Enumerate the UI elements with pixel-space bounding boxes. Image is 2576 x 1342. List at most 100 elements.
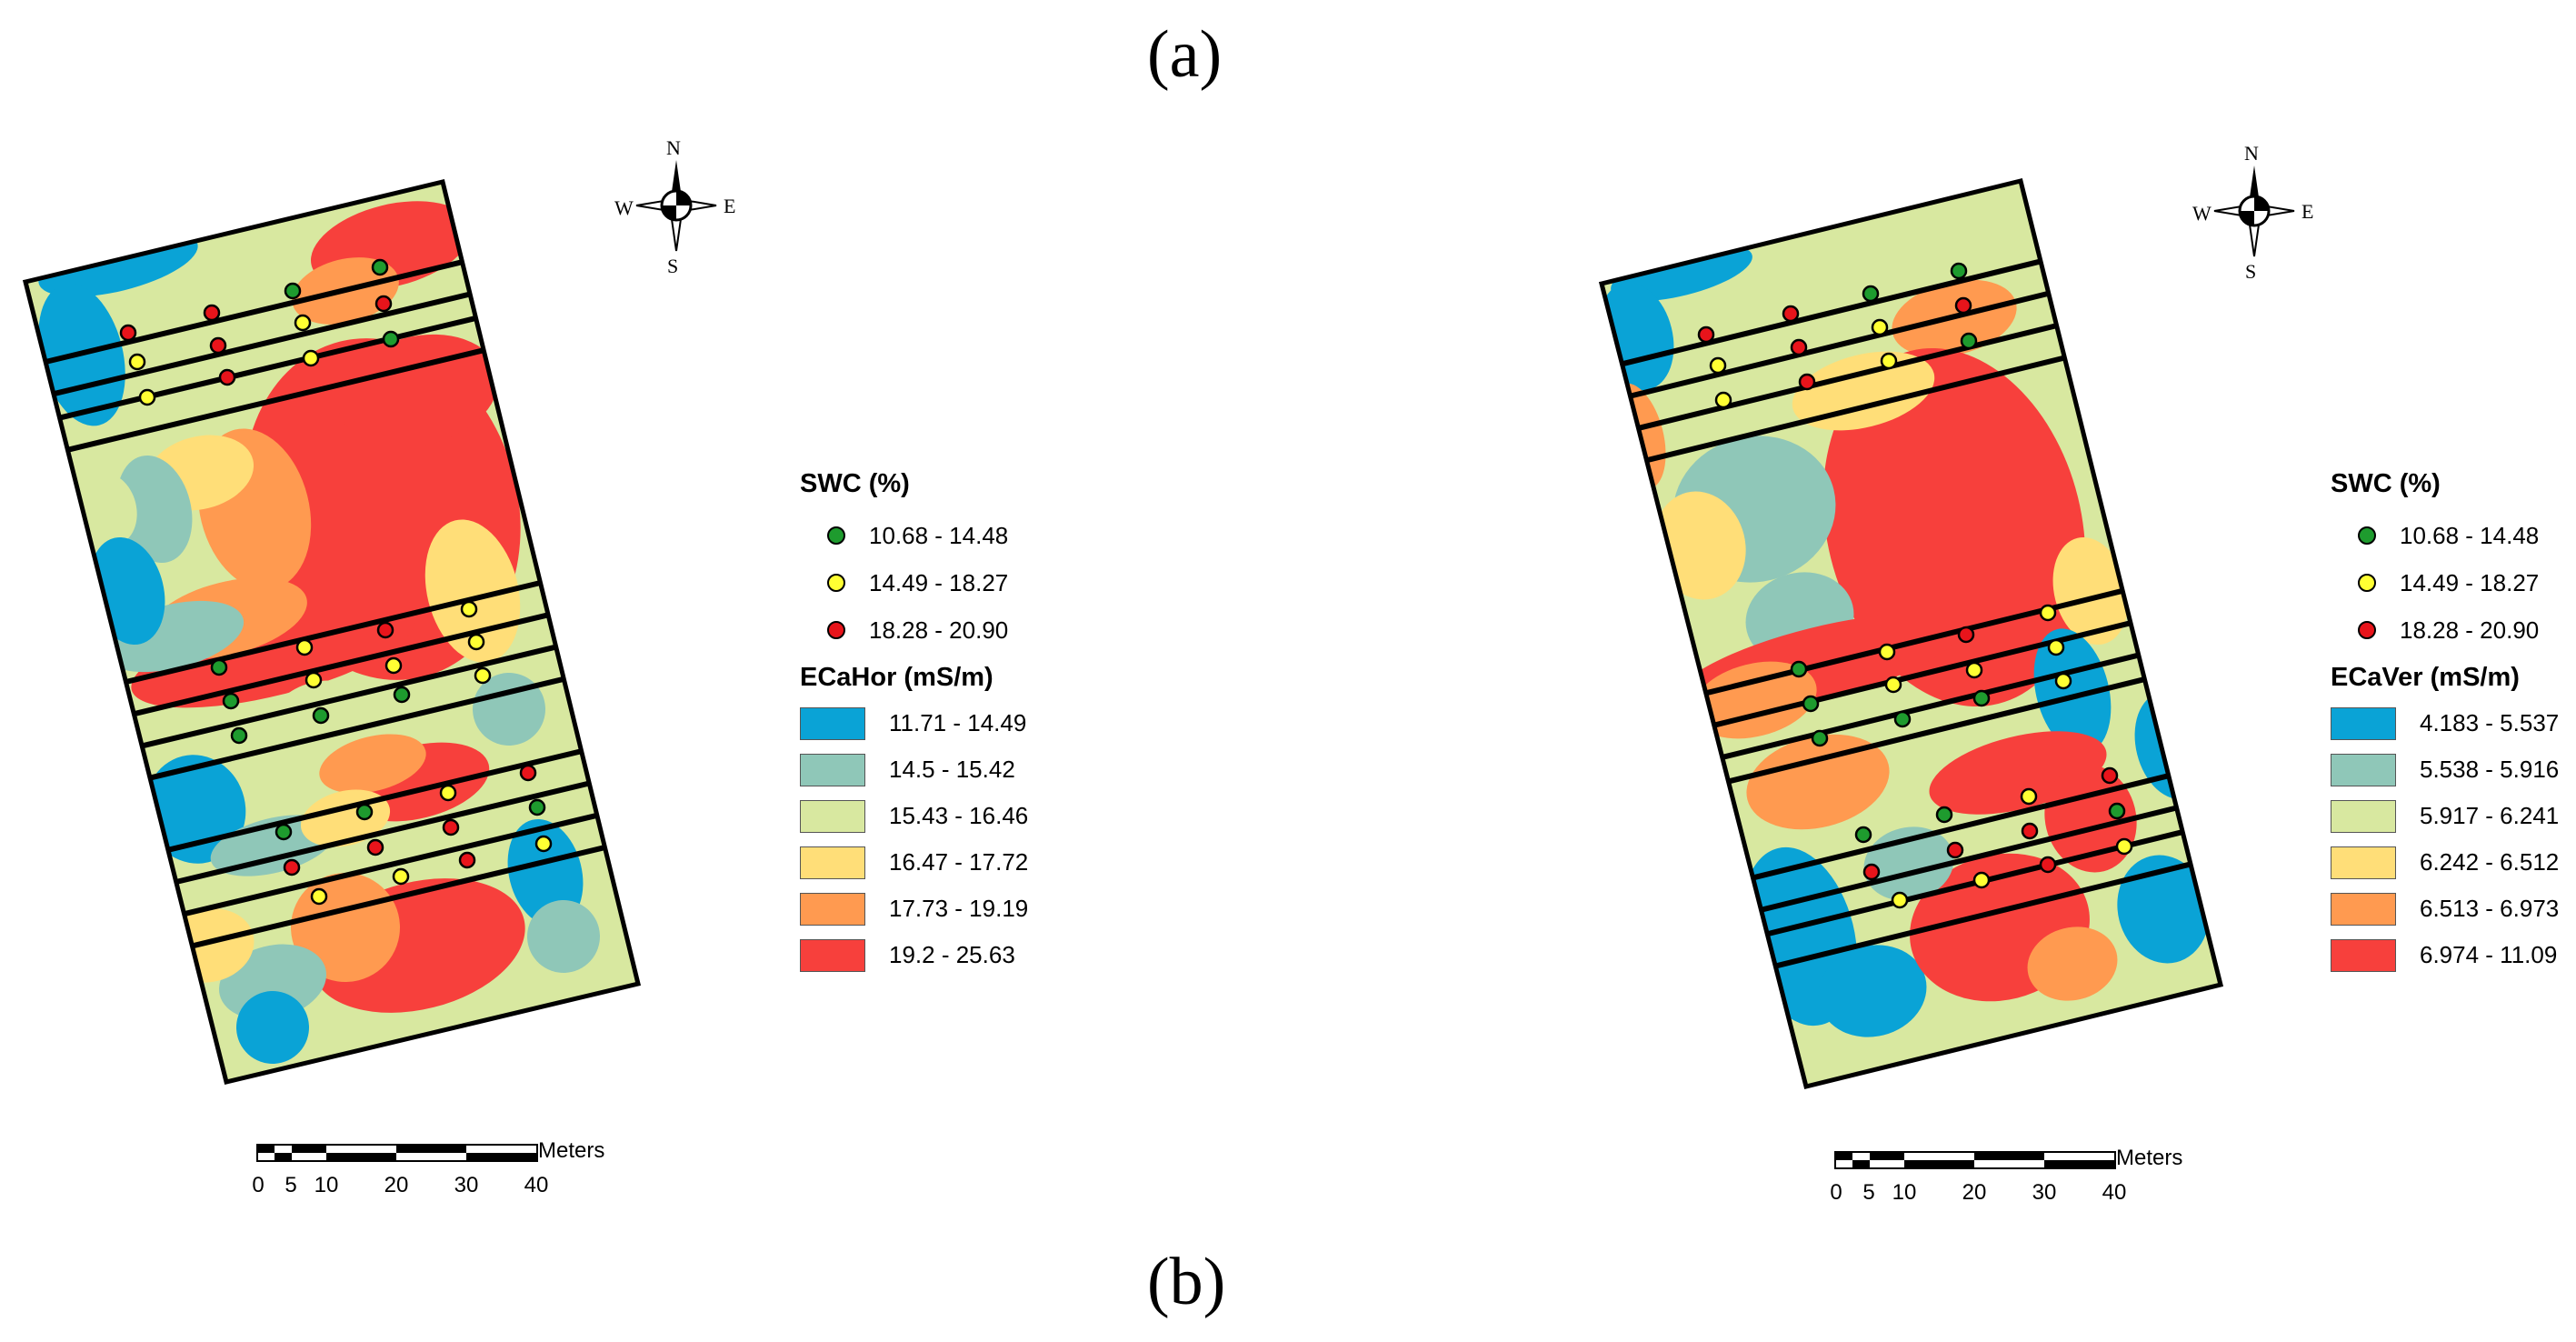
- transect-line: [149, 676, 564, 781]
- compass-east: E: [724, 195, 736, 217]
- swc-sample-point: [2054, 672, 2072, 690]
- ec-zone: [507, 818, 584, 927]
- ec-class-label: 14.5 - 15.42: [889, 756, 1015, 783]
- ec-legend-item: 6.242 - 6.512: [2331, 839, 2559, 886]
- swc-sample-point: [203, 304, 221, 322]
- scalebar-right: Meters 0 5 10 20 30 40: [1830, 1140, 2216, 1213]
- swc-sample-point: [1862, 863, 1881, 881]
- swc-sample-point: [1972, 689, 1991, 707]
- swc-dot-red: [2358, 621, 2376, 639]
- swc-sample-point: [1798, 373, 1816, 391]
- swc-sample-point: [1811, 729, 1829, 747]
- swc-sample-point: [209, 336, 227, 355]
- swc-sample-point: [312, 706, 330, 725]
- swc-sample-point: [1709, 356, 1727, 375]
- compass-north: N: [666, 136, 681, 159]
- swc-sample-point: [467, 633, 485, 651]
- swc-sample-point: [371, 258, 389, 276]
- swc-sample-point: [138, 388, 156, 406]
- field-boundary: [1598, 177, 2224, 1090]
- ec-swatch: [2331, 706, 2396, 740]
- swc-dot-yellow: [2358, 574, 2376, 592]
- swc-sample-point: [384, 656, 403, 675]
- ec-class-label: 15.43 - 16.46: [889, 802, 1029, 829]
- swc-sample-point: [458, 851, 476, 869]
- swc-sample-point: [393, 686, 411, 704]
- transect-line: [1760, 805, 2178, 913]
- ec-swatch: [2331, 846, 2396, 879]
- ec-swatch: [800, 799, 865, 833]
- swc-legend-title: SWC (%): [2331, 469, 2441, 498]
- transect-line: [1774, 861, 2192, 969]
- ec-swatch: [800, 846, 865, 879]
- swc-class-label: 10.68 - 14.48: [869, 521, 1009, 549]
- swc-sample-point: [460, 600, 478, 618]
- scalebar-tick: 30: [454, 1173, 479, 1197]
- transect-line: [53, 291, 471, 397]
- scalebar-tick: 10: [314, 1173, 339, 1197]
- swc-sample-point: [1697, 325, 1715, 344]
- transect-line: [167, 748, 583, 853]
- swc-sample-point: [374, 295, 393, 313]
- ec-legend-item: 11.71 - 14.49: [800, 700, 1028, 746]
- ec-swatch: [2331, 799, 2396, 833]
- scalebar-bar: [256, 1144, 538, 1162]
- transect-line: [191, 845, 606, 949]
- swc-sample-point: [128, 353, 146, 371]
- transect-line: [141, 644, 557, 749]
- field-boundary: [22, 178, 642, 1086]
- transect-line: [175, 780, 590, 885]
- scalebar-tick: 5: [1862, 1180, 1875, 1205]
- ec-zone: [2033, 628, 2112, 754]
- swc-sample-point: [218, 368, 236, 386]
- swc-dot-red: [827, 621, 845, 639]
- swc-sample-point: [1802, 695, 1820, 713]
- ec-zone: [236, 991, 309, 1064]
- swc-sample-point: [222, 692, 240, 710]
- swc-sample-point: [2108, 802, 2126, 820]
- ec-class-label: 5.917 - 6.241: [2420, 802, 2560, 829]
- swc-sample-point: [2101, 766, 2119, 785]
- swc-sample-point: [366, 838, 384, 856]
- ec-zone: [2027, 926, 2118, 1001]
- transect-line: [1713, 620, 2132, 728]
- swc-sample-point: [310, 887, 328, 906]
- ec-zone: [1792, 351, 1935, 431]
- transect-line: [58, 315, 477, 421]
- ec-class-label: 6.242 - 6.512: [2420, 848, 2560, 876]
- swc-sample-point: [382, 330, 400, 348]
- swc-class-label: 14.49 - 18.27: [869, 568, 1009, 596]
- ec-zone: [527, 900, 600, 973]
- scalebar-tick: 5: [285, 1173, 297, 1197]
- ec-legend-item: 5.917 - 6.241: [2331, 793, 2559, 839]
- compass-icon: [635, 160, 717, 252]
- ec-class-label: 5.538 - 5.916: [2420, 756, 2560, 783]
- swc-sample-point: [439, 784, 457, 802]
- compass-rose-right: N W E S: [2192, 142, 2313, 287]
- transect-line: [45, 259, 464, 365]
- ec-legend-item: 4.183 - 5.537: [2331, 700, 2559, 746]
- swc-sample-point: [295, 638, 314, 656]
- swc-sample-point: [283, 858, 301, 876]
- swc-sample-point: [294, 314, 312, 332]
- swc-sample-point: [1957, 626, 1975, 644]
- transect-line: [1727, 676, 2146, 785]
- transect-line: [125, 580, 542, 685]
- compass-south: S: [667, 255, 679, 277]
- swc-class-label: 18.28 - 20.90: [869, 616, 1009, 644]
- scalebar-bar: [1834, 1151, 2116, 1169]
- ec-legend-item: 6.513 - 6.973: [2331, 886, 2559, 932]
- swc-sample-point: [1782, 305, 1800, 323]
- transect-line: [1722, 652, 2140, 760]
- ec-zone: [1746, 734, 1890, 830]
- ec-legend-item: 17.73 - 19.19: [800, 886, 1028, 932]
- swc-sample-point: [1878, 643, 1896, 661]
- swc-sample-point: [284, 282, 302, 300]
- ec-zone: [2052, 536, 2129, 646]
- swc-sample-point: [1790, 660, 1808, 678]
- panel-label-b: (b): [1147, 1245, 1226, 1319]
- swc-sample-point: [474, 666, 492, 685]
- ec-zone: [473, 673, 545, 746]
- legend-left: SWC (%) 10.68 - 14.48 14.49 - 18.27 18.2…: [800, 469, 1028, 978]
